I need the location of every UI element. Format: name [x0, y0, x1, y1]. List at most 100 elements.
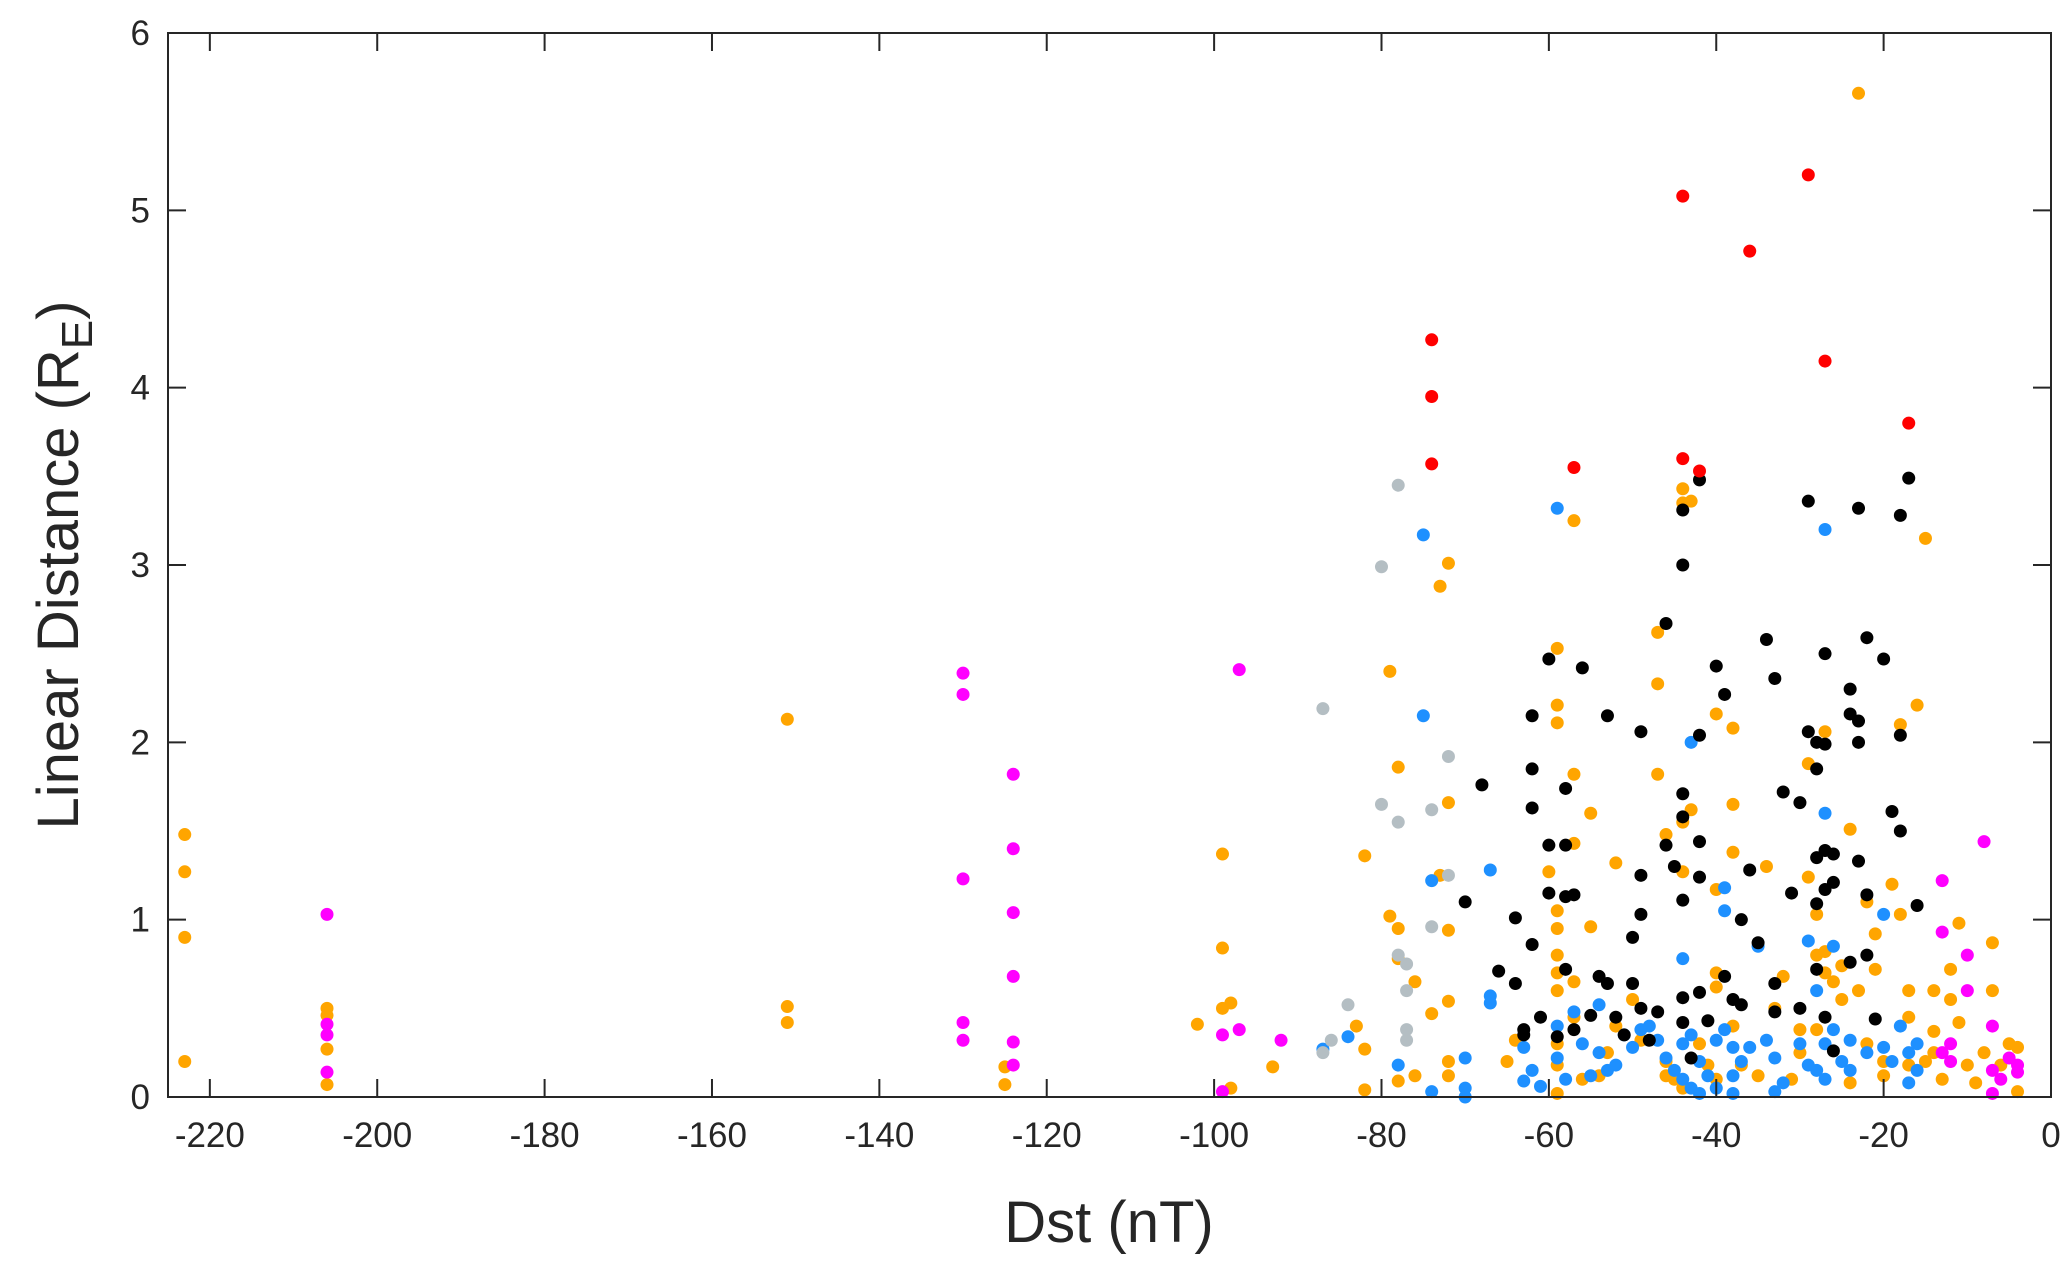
- data-point-red: [1743, 244, 1757, 258]
- data-point-orange: [1567, 767, 1581, 781]
- data-point-orange: [1952, 916, 1966, 930]
- data-point-blue: [1843, 1063, 1857, 1077]
- data-point-gray: [1441, 868, 1455, 882]
- data-point-red: [1425, 390, 1439, 404]
- data-point-black: [1793, 1001, 1807, 1015]
- data-point-orange: [1944, 992, 1958, 1006]
- data-point-blue: [1726, 1040, 1740, 1054]
- data-point-blue: [1626, 1040, 1640, 1054]
- data-point-black: [1810, 962, 1824, 976]
- data-point-magenta: [320, 1065, 334, 1079]
- data-point-black: [1826, 1044, 1840, 1058]
- data-point-orange: [1843, 822, 1857, 836]
- data-point-blue: [1684, 1028, 1698, 1042]
- data-point-orange: [1927, 984, 1941, 998]
- data-point-blue: [1592, 1046, 1606, 1060]
- data-point-blue: [1843, 1033, 1857, 1047]
- data-point-black: [1626, 977, 1640, 991]
- data-point-blue: [1592, 998, 1606, 1012]
- data-point-orange: [1550, 904, 1564, 918]
- data-point-orange: [1852, 984, 1866, 998]
- data-point-red: [1818, 354, 1832, 368]
- data-point-blue: [1391, 1058, 1405, 1072]
- data-point-magenta: [1006, 1035, 1020, 1049]
- data-point-black: [1550, 1030, 1564, 1044]
- data-point-black: [1860, 948, 1874, 962]
- data-point-orange: [1651, 677, 1665, 691]
- data-point-blue: [1768, 1051, 1782, 1065]
- data-point-orange: [1441, 923, 1455, 937]
- data-point-black: [1651, 1005, 1665, 1019]
- data-point-blue: [1826, 1023, 1840, 1037]
- data-point-black: [1525, 801, 1539, 815]
- data-point-orange: [1693, 1037, 1707, 1051]
- data-point-black: [1885, 804, 1899, 818]
- data-point-orange: [1391, 760, 1405, 774]
- data-point-black: [1902, 471, 1916, 485]
- data-point-black: [1852, 735, 1866, 749]
- series-blue: [1316, 501, 1924, 1104]
- y-tick-label: 1: [131, 901, 150, 940]
- data-point-blue: [1835, 1055, 1849, 1069]
- x-tick-label: -220: [175, 1116, 245, 1155]
- data-point-gray: [1425, 920, 1439, 934]
- series-magenta: [320, 663, 2025, 1100]
- data-point-orange: [1550, 698, 1564, 712]
- data-point-orange: [780, 1000, 794, 1014]
- x-tick-label: -160: [677, 1116, 747, 1155]
- data-point-black: [1826, 847, 1840, 861]
- data-point-orange: [1726, 797, 1740, 811]
- data-point-black: [1718, 687, 1732, 701]
- data-point-orange: [1910, 698, 1924, 712]
- data-point-red: [1676, 452, 1690, 466]
- series-red: [1425, 168, 1916, 478]
- data-point-magenta: [1960, 948, 1974, 962]
- data-point-orange: [1927, 1024, 1941, 1038]
- data-point-magenta: [1006, 767, 1020, 781]
- data-point-orange: [1550, 922, 1564, 936]
- x-tick-label: 0: [2041, 1116, 2060, 1155]
- data-point-orange: [1726, 845, 1740, 859]
- data-point-black: [1559, 781, 1573, 795]
- data-point-gray: [1400, 957, 1414, 971]
- data-point-black: [1634, 907, 1648, 921]
- data-point-blue: [1525, 1063, 1539, 1077]
- data-point-red: [1801, 168, 1815, 182]
- data-point-blue: [1810, 1063, 1824, 1077]
- x-axis-label: Dst (nT): [1004, 1190, 1213, 1255]
- data-point-magenta: [1960, 984, 1974, 998]
- data-point-black: [1676, 503, 1690, 517]
- data-point-black: [1693, 870, 1707, 884]
- data-point-orange: [1826, 975, 1840, 989]
- data-point-orange: [1391, 922, 1405, 936]
- data-point-blue: [1341, 1030, 1355, 1044]
- data-point-black: [1877, 652, 1891, 666]
- data-point-orange: [1684, 494, 1698, 508]
- data-point-orange: [1985, 936, 1999, 950]
- data-point-blue: [1517, 1074, 1531, 1088]
- data-point-black: [1868, 1012, 1882, 1026]
- data-points: [178, 86, 2025, 1104]
- data-point-black: [1642, 1033, 1656, 1047]
- x-tick-label: -80: [1356, 1116, 1407, 1155]
- data-point-blue: [1584, 1069, 1598, 1083]
- data-point-orange: [320, 1078, 334, 1092]
- data-point-orange: [1918, 1055, 1932, 1069]
- data-point-magenta: [1935, 925, 1949, 939]
- data-point-orange: [1852, 86, 1866, 100]
- data-point-orange: [1818, 725, 1832, 739]
- data-point-orange: [1626, 992, 1640, 1006]
- data-point-orange: [1835, 992, 1849, 1006]
- data-point-orange: [1584, 806, 1598, 820]
- data-point-orange: [1709, 980, 1723, 994]
- data-point-black: [1667, 859, 1681, 873]
- data-point-orange: [1266, 1060, 1280, 1074]
- y-tick-label: 3: [131, 546, 150, 585]
- data-point-blue: [1483, 863, 1497, 877]
- data-point-black: [1676, 558, 1690, 572]
- series-black: [1458, 471, 1924, 1065]
- data-point-magenta: [1006, 906, 1020, 920]
- x-tick-label: -100: [1179, 1116, 1249, 1155]
- data-point-black: [1734, 998, 1748, 1012]
- data-point-blue: [1818, 806, 1832, 820]
